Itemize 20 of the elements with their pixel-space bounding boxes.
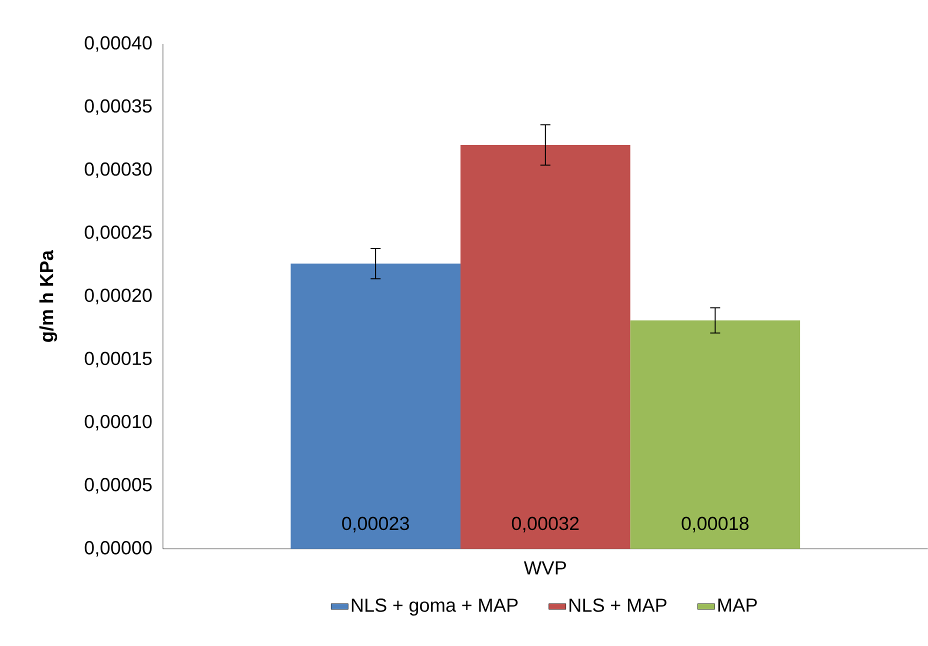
bar [290,264,460,549]
data-label: 0,00018 [682,516,749,532]
legend-label: NLS + goma + MAP [352,598,518,616]
y-tick-label: 0,00025 [84,226,152,242]
y-tick-label: 0,00000 [84,541,152,557]
y-tick-label: 0,00005 [84,478,152,494]
data-label: 0,00032 [512,516,579,532]
y-tick-label: 0,00015 [84,352,152,368]
y-tick-label: 0,00010 [84,414,152,431]
data-label: 0,00023 [342,516,409,532]
legend-label: NLS + MAP [570,598,666,612]
y-tick-label: 0,00040 [84,36,152,52]
y-tick-label: 0,00020 [84,288,152,304]
legend-label: MAP [718,598,757,612]
y-tick-label: 0,00030 [84,162,152,178]
y-axis-title: g/m h KPa [39,250,58,342]
bar [460,145,630,549]
x-tick-label: WVP [524,561,566,574]
bar [630,320,800,549]
y-tick-label: 0,00035 [84,99,152,115]
